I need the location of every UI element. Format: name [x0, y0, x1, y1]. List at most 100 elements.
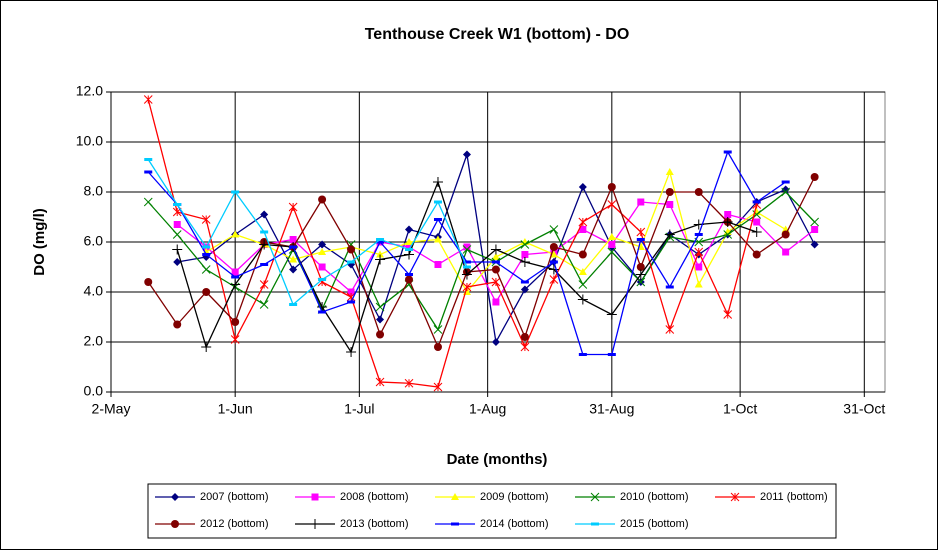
marker [433, 235, 442, 243]
marker [346, 292, 356, 302]
marker [606, 309, 617, 320]
marker [346, 347, 357, 357]
marker [289, 303, 298, 306]
marker [347, 260, 356, 264]
marker [694, 233, 703, 236]
marker [666, 201, 674, 208]
legend-text: 2013 (bottom) [340, 518, 408, 530]
marker [259, 300, 269, 309]
marker [375, 377, 385, 387]
marker [665, 188, 674, 196]
marker [810, 240, 819, 249]
marker [723, 150, 732, 154]
marker [376, 315, 385, 324]
marker [405, 225, 414, 234]
marker [173, 221, 181, 228]
marker [590, 492, 600, 502]
marker [491, 265, 500, 274]
legend-text: 2010 (bottom) [620, 491, 688, 503]
legend-text: 2008 (bottom) [340, 491, 408, 503]
chart-title: Tenthouse Creek W1 (bottom) - DO [365, 26, 630, 43]
marker [347, 300, 356, 304]
marker [491, 277, 501, 287]
marker [143, 95, 153, 104]
marker [521, 251, 529, 258]
series-line [147, 191, 816, 331]
marker [201, 342, 212, 352]
marker [318, 248, 327, 255]
marker [549, 250, 558, 258]
marker [462, 282, 472, 292]
marker [172, 230, 182, 239]
y-tick-label: 0.0 [84, 383, 104, 399]
marker [289, 265, 298, 274]
marker [781, 230, 790, 239]
marker [143, 197, 153, 207]
series-line [147, 159, 468, 306]
x-tick-label: 31-Oct [843, 401, 885, 417]
marker [607, 183, 616, 191]
marker [376, 238, 385, 241]
marker [451, 493, 459, 500]
y-tick-label: 2.0 [84, 333, 104, 349]
marker [201, 265, 211, 274]
marker [433, 218, 442, 221]
marker [811, 226, 819, 233]
legend-text: 2014 (bottom) [480, 518, 548, 530]
marker [636, 238, 645, 241]
marker [433, 325, 443, 334]
marker [577, 294, 588, 305]
marker [347, 245, 356, 254]
marker [608, 241, 616, 248]
marker [231, 230, 240, 238]
x-tick-label: 31-Aug [589, 401, 634, 417]
marker [433, 382, 443, 392]
y-tick-label: 12.0 [76, 83, 103, 99]
marker [578, 183, 587, 191]
marker [433, 343, 442, 351]
marker [578, 280, 588, 289]
marker [782, 248, 790, 256]
marker [491, 260, 500, 264]
marker [549, 275, 559, 284]
marker [173, 258, 182, 266]
marker [451, 522, 459, 526]
legend-text: 2015 (bottom) [620, 518, 688, 530]
marker [462, 265, 471, 269]
marker [231, 268, 239, 276]
marker [635, 269, 646, 280]
marker [636, 227, 646, 237]
marker [578, 268, 587, 275]
marker [810, 217, 819, 227]
marker [579, 226, 587, 233]
series-line [147, 176, 816, 349]
marker [695, 263, 703, 271]
marker [491, 338, 500, 346]
marker [520, 280, 529, 284]
marker [171, 520, 179, 528]
marker [260, 210, 269, 219]
marker [607, 233, 616, 240]
marker [231, 275, 240, 279]
marker [289, 236, 297, 243]
marker [665, 285, 674, 289]
marker [375, 254, 386, 265]
y-tick-label: 8.0 [84, 183, 104, 199]
marker [492, 298, 500, 306]
marker [405, 243, 413, 251]
marker [607, 353, 616, 356]
marker [781, 180, 790, 184]
marker [231, 190, 240, 194]
marker [694, 247, 704, 257]
marker [520, 333, 529, 341]
marker [694, 280, 703, 288]
x-tick-label: 1-Jul [344, 401, 374, 417]
marker [318, 310, 327, 314]
marker [376, 240, 385, 244]
marker [376, 250, 385, 258]
marker [318, 195, 327, 204]
marker [405, 273, 414, 276]
marker [520, 342, 530, 352]
marker [463, 243, 471, 251]
